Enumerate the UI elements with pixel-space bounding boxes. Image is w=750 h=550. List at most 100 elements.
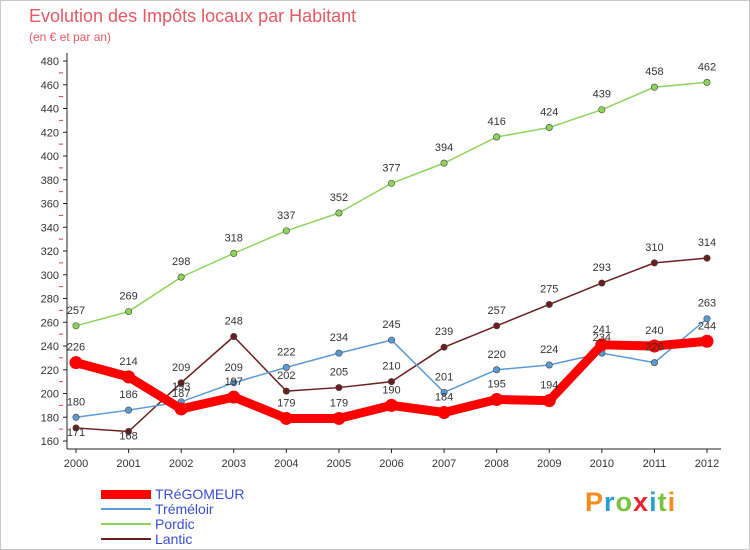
- data-point: [703, 315, 711, 323]
- logo-letter: t: [657, 487, 668, 517]
- y-tick-label: 440: [41, 104, 59, 116]
- data-point: [595, 338, 609, 352]
- data-point: [598, 279, 606, 287]
- series-layer: [69, 78, 714, 435]
- y-tick-label: 420: [41, 127, 59, 139]
- data-point: [387, 336, 395, 344]
- y-tick-label: 200: [41, 389, 59, 401]
- data-point: [230, 332, 238, 340]
- logo-letter: i: [649, 487, 658, 517]
- data-point: [703, 254, 711, 262]
- data-point: [493, 133, 501, 141]
- x-tick-label: 2010: [590, 458, 614, 470]
- legend-label: TRéGOMEUR: [155, 486, 245, 502]
- chart-subtitle: (en € et par an): [29, 30, 112, 44]
- data-label: 298: [172, 256, 190, 268]
- x-tick-label: 2005: [327, 458, 351, 470]
- chart-title: Evolution des Impôts locaux par Habitant: [29, 6, 357, 26]
- data-point: [282, 387, 290, 395]
- data-point: [69, 356, 83, 370]
- proxiti-logo: Proxiti: [585, 487, 676, 518]
- data-label: 171: [67, 427, 85, 439]
- data-label: 248: [225, 316, 243, 328]
- data-label: 195: [487, 378, 505, 390]
- data-point: [437, 406, 451, 419]
- data-point: [490, 392, 504, 406]
- data-point: [174, 402, 188, 416]
- y-tick-label: 460: [41, 80, 59, 92]
- y-tick-label: 280: [41, 294, 59, 306]
- data-label: 190: [382, 384, 400, 396]
- data-point: [177, 379, 185, 387]
- x-tick-label: 2011: [643, 458, 667, 470]
- legend-swatch: [101, 538, 151, 540]
- data-point: [230, 379, 238, 387]
- data-point: [440, 343, 448, 351]
- data-point: [335, 384, 343, 392]
- data-label: 293: [593, 262, 611, 274]
- data-label: 222: [277, 346, 295, 358]
- data-point: [650, 359, 658, 367]
- data-point: [122, 370, 136, 384]
- data-point: [230, 249, 238, 257]
- data-label: 240: [645, 325, 663, 337]
- x-tick-label: 2006: [379, 458, 403, 470]
- data-point: [282, 227, 290, 235]
- data-point: [650, 259, 658, 267]
- axes: 160 180 200 220 240 260 280 300 320 340 360 380 400 4…: [41, 53, 721, 470]
- data-labels: 226 214 187 197 179 179 190 184 195 194 241 240 244 1…: [67, 61, 716, 442]
- data-label: 197: [225, 376, 243, 388]
- data-label: 226: [645, 342, 663, 354]
- legend-label: Tréméloir: [155, 501, 214, 517]
- x-tick-label: 2000: [64, 458, 88, 470]
- data-label: 275: [540, 283, 558, 295]
- data-label: 179: [330, 397, 348, 409]
- x-tick-label: 2007: [432, 458, 456, 470]
- logo-letter: x: [633, 487, 650, 517]
- data-point: [493, 322, 501, 330]
- data-label: 179: [277, 397, 295, 409]
- data-label: 180: [67, 396, 85, 408]
- y-tick-label: 260: [41, 317, 59, 329]
- data-label: 241: [593, 324, 611, 336]
- data-label: 458: [645, 66, 663, 78]
- x-tick-label: 2004: [274, 458, 298, 470]
- data-label: 337: [277, 210, 295, 222]
- data-label: 201: [435, 371, 453, 383]
- y-tick-label: 480: [41, 56, 59, 68]
- data-label: 234: [330, 332, 348, 344]
- data-point: [177, 273, 185, 281]
- y-tick-label: 380: [41, 175, 59, 187]
- data-label: 193: [172, 381, 190, 393]
- y-tick-label: 160: [41, 436, 59, 448]
- data-point: [598, 106, 606, 114]
- y-tick-label: 320: [41, 246, 59, 258]
- data-point: [125, 427, 133, 435]
- data-label: 186: [119, 389, 137, 401]
- y-tick-label: 300: [41, 270, 59, 282]
- data-label: 416: [487, 116, 505, 128]
- data-label: 352: [330, 192, 348, 204]
- data-label: 184: [435, 392, 453, 404]
- data-label: 310: [645, 242, 663, 254]
- data-point: [385, 398, 398, 412]
- logo-letter: i: [667, 487, 677, 517]
- data-point: [72, 322, 80, 330]
- x-tick-label: 2003: [222, 458, 246, 470]
- data-point: [72, 413, 80, 421]
- data-point: [545, 124, 553, 132]
- y-tick-label: 340: [41, 222, 59, 234]
- data-point: [440, 159, 448, 167]
- data-label: 424: [540, 107, 558, 119]
- data-point: [387, 378, 395, 386]
- data-label: 224: [540, 344, 558, 356]
- data-label: 168: [119, 431, 137, 443]
- data-label: 205: [330, 367, 348, 379]
- data-point: [493, 366, 501, 374]
- legend-label: Lantic: [155, 531, 193, 547]
- x-tick-label: 2012: [695, 458, 719, 470]
- data-label: 187: [172, 388, 190, 400]
- data-point: [279, 411, 293, 425]
- data-point: [440, 388, 448, 396]
